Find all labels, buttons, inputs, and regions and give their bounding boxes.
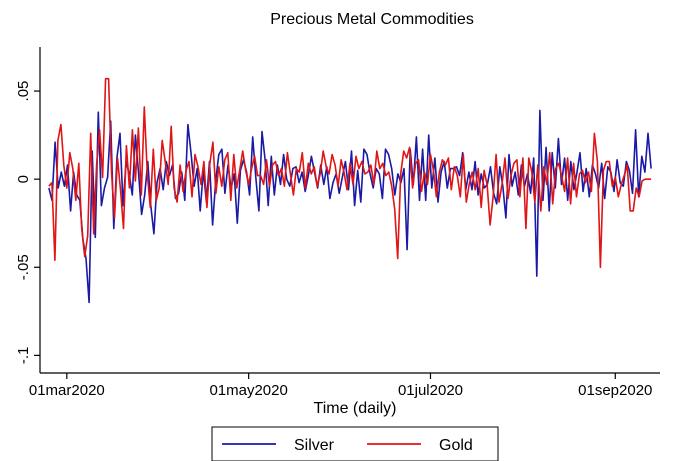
series-line-gold [48, 77, 652, 269]
x-tick-label: 01may2020 [209, 382, 287, 399]
plot-area: .050-.05-.1 01mar2020 01may2020 01jul2020 0… [15, 47, 660, 399]
y-tick-label: 0 [15, 175, 32, 183]
x-tick-label: 01sep2020 [578, 382, 652, 399]
y-axis-ticks: .05 0 -.05 -.1 [15, 81, 40, 365]
legend: Silver Gold [211, 426, 499, 461]
chart-title: Precious Metal Commodities [270, 11, 474, 28]
y-tick-label: -.05 [15, 254, 32, 280]
x-tick-label: 01jul2020 [398, 382, 463, 399]
y-tick-label: -.1 [15, 347, 32, 365]
legend-label-gold: Gold [439, 437, 473, 454]
legend-items: Silver Gold [222, 437, 473, 454]
legend-label-silver: Silver [294, 437, 335, 454]
series-group [48, 77, 652, 304]
y-tick-label: .05 [15, 81, 32, 102]
x-axis-ticks: 01mar2020 01may2020 01jul2020 01sep2020 [29, 373, 652, 399]
x-tick-label: 01mar2020 [29, 382, 105, 399]
x-axis-title: Time (daily) [314, 400, 397, 417]
